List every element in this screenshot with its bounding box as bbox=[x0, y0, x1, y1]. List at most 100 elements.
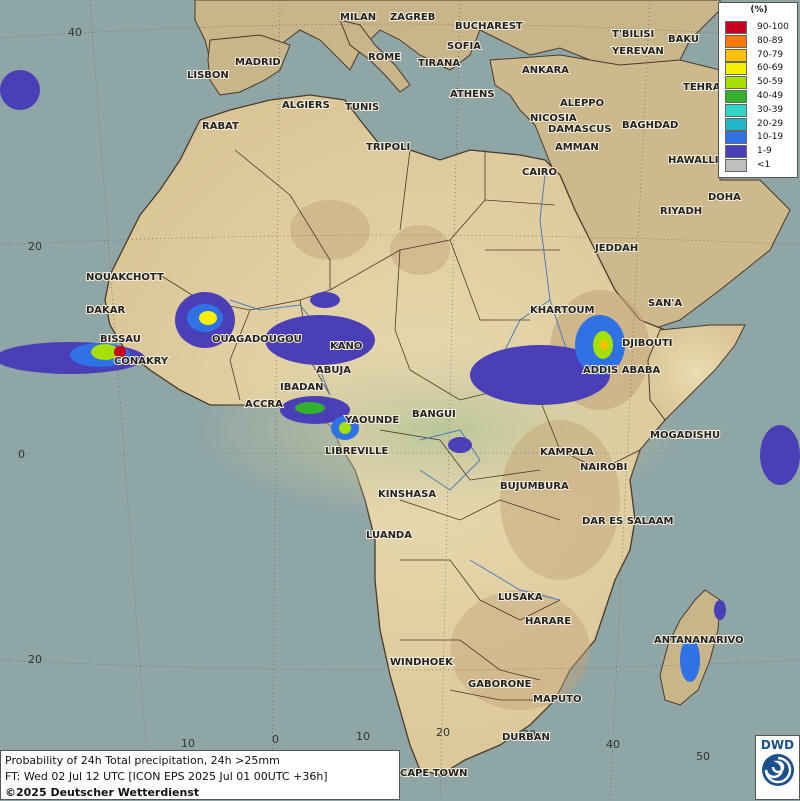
legend-item: 1-9 bbox=[725, 145, 797, 159]
city-label: BAKU bbox=[668, 34, 699, 45]
legend-swatch bbox=[725, 90, 747, 103]
city-label: ALGIERS bbox=[282, 100, 330, 111]
legend-swatch bbox=[725, 48, 747, 62]
city-label: DAR ES SALAAM bbox=[582, 516, 674, 527]
city-label: KAMPALA bbox=[540, 447, 594, 458]
city-label: ANKARA bbox=[522, 65, 569, 76]
city-label: DJIBOUTI bbox=[622, 338, 673, 349]
lon-label: 10 bbox=[181, 737, 195, 750]
city-label: HARARE bbox=[525, 616, 571, 627]
legend-swatch bbox=[725, 76, 747, 90]
legend-label: 80-89 bbox=[757, 35, 784, 46]
info-box: Probability of 24h Total precipitation, … bbox=[0, 750, 400, 800]
legend-title: (%) bbox=[750, 5, 768, 15]
city-label: ZAGREB bbox=[390, 12, 435, 23]
city-label: TEHRA bbox=[683, 82, 721, 93]
city-label: MAPUTO bbox=[533, 694, 581, 705]
city-label: CAPE TOWN bbox=[400, 768, 467, 779]
legend-swatch bbox=[725, 21, 747, 34]
legend-item: 40-49 bbox=[725, 90, 797, 103]
city-label: ROME bbox=[368, 52, 401, 63]
city-label: MILAN bbox=[340, 12, 376, 23]
city-label: BUCHAREST bbox=[455, 21, 523, 32]
city-label: ACCRA bbox=[245, 399, 283, 410]
city-label: MADRID bbox=[235, 57, 281, 68]
legend-item: 30-39 bbox=[725, 103, 797, 117]
city-label: BUJUMBURA bbox=[500, 481, 569, 492]
legend-label: 40-49 bbox=[757, 91, 784, 101]
dwd-logo: DWD bbox=[755, 735, 800, 800]
city-label: NICOSIA bbox=[530, 113, 577, 124]
city-label: TIRANA bbox=[418, 58, 460, 69]
legend-item: 70-79 bbox=[725, 48, 797, 62]
city-label: KINSHASA bbox=[378, 489, 436, 500]
city-label: DAKAR bbox=[86, 305, 126, 316]
country-borders bbox=[159, 149, 641, 701]
legend-label: 50-59 bbox=[757, 77, 784, 88]
city-label: ADDIS ABABA bbox=[583, 365, 660, 376]
lon-label: 50 bbox=[696, 750, 710, 763]
city-label: RIYADH bbox=[660, 206, 702, 217]
copyright: ©2025 Deutscher Wetterdienst bbox=[5, 786, 200, 799]
precipitation-overlay bbox=[0, 70, 800, 682]
lon-label: 0 bbox=[272, 733, 279, 746]
lat-label: 20 bbox=[28, 653, 42, 666]
lon-label: 30 bbox=[522, 728, 536, 741]
legend: (%) 90-100 80-89 70-79 60-69 50-59 40-49 30-39… bbox=[718, 2, 798, 178]
city-label: LIBREVILLE bbox=[325, 446, 388, 457]
city-label: LUSAKA bbox=[498, 592, 543, 603]
city-label: SAN'A bbox=[648, 298, 682, 309]
city-label: ATHENS bbox=[450, 89, 495, 100]
city-label: KHARTOUM bbox=[530, 305, 595, 316]
city-label: TRIPOLI bbox=[366, 142, 410, 153]
legend-label: 1-9 bbox=[757, 146, 772, 157]
lon-label: 10 bbox=[356, 730, 370, 743]
city-label: BISSAU bbox=[100, 334, 141, 345]
city-label: MOGADISHU bbox=[650, 430, 720, 441]
highland-east bbox=[500, 420, 620, 580]
legend-swatch bbox=[725, 34, 747, 48]
city-label: BANGUI bbox=[412, 409, 456, 420]
somalia-horn bbox=[647, 324, 746, 421]
legend-label: 70-79 bbox=[757, 49, 784, 60]
legend-item: 20-29 bbox=[725, 117, 797, 131]
city-label: ABUJA bbox=[316, 365, 351, 376]
legend-item: 10-19 bbox=[725, 131, 797, 145]
city-label: TUNIS bbox=[345, 102, 379, 113]
city-labels: MILAN ZAGREB BUCHAREST T'BILISI BAKU MAD… bbox=[85, 11, 745, 780]
legend-swatch bbox=[725, 62, 747, 76]
city-label: ALEPPO bbox=[560, 98, 604, 109]
legend-label: 30-39 bbox=[757, 104, 784, 115]
city-label: IBADAN bbox=[280, 382, 324, 393]
legend-item: 50-59 bbox=[725, 76, 797, 90]
iberia-land bbox=[207, 34, 291, 96]
forecast-time: FT: Wed 02 Jul 12 UTC [ICON EPS 2025 Jul… bbox=[5, 770, 328, 783]
city-label: RABAT bbox=[202, 121, 239, 132]
city-label: DOHA bbox=[708, 192, 741, 203]
city-label: BAGHDAD bbox=[622, 120, 678, 131]
city-label: KANO bbox=[330, 341, 362, 352]
legend-label: <1 bbox=[757, 160, 771, 170]
city-label: LISBON bbox=[187, 70, 229, 81]
legend-label: 60-69 bbox=[757, 63, 784, 74]
city-label: GABORONE bbox=[468, 679, 532, 690]
lat-label: 40 bbox=[68, 26, 82, 39]
legend-swatch bbox=[725, 103, 747, 117]
city-label: AMMAN bbox=[555, 142, 599, 153]
lon-label: 40 bbox=[606, 738, 620, 751]
legend-item: 80-89 bbox=[725, 34, 797, 48]
graticule-labels: 40 20 0 20 10 0 10 20 30 40 50 bbox=[18, 26, 710, 763]
legend-label: 10-19 bbox=[757, 132, 784, 143]
city-label: CONAKRY bbox=[114, 356, 169, 367]
dwd-logo-text: DWD bbox=[760, 738, 795, 752]
lat-label: 20 bbox=[28, 240, 42, 253]
legend-item: <1 bbox=[725, 159, 797, 172]
legend-label: 20-29 bbox=[757, 118, 784, 129]
dwd-swirl-icon bbox=[761, 754, 794, 786]
highland-ahaggar bbox=[290, 200, 370, 260]
legend-swatch bbox=[725, 131, 747, 145]
city-label: CAIRO bbox=[522, 167, 557, 178]
city-label: LUANDA bbox=[366, 530, 412, 541]
product-title: Probability of 24h Total precipitation, … bbox=[5, 754, 280, 767]
